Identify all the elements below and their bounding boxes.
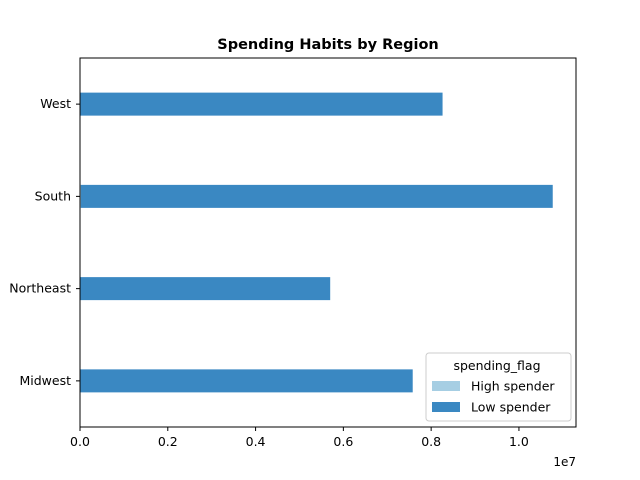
x-tick-label: 0.8	[421, 434, 441, 449]
y-tick-label: West	[40, 96, 71, 111]
bar-west-low-spender	[80, 92, 443, 116]
bars-layer	[80, 92, 553, 393]
x-tick-label: 0.4	[246, 434, 266, 449]
y-tick-label: Northeast	[9, 281, 71, 296]
x-axis: 0.0 0.2 0.4 0.6 0.8 1.0	[70, 427, 529, 449]
legend: spending_flag High spender Low spender	[425, 352, 572, 422]
legend-title: spending_flag	[453, 358, 540, 373]
x-axis-scale-label: 1e7	[553, 455, 576, 469]
legend-swatch-low-spender	[432, 402, 460, 412]
y-tick-label: South	[35, 188, 71, 203]
legend-swatch-high-spender	[432, 381, 460, 391]
x-tick-label: 0.2	[158, 434, 178, 449]
y-axis: Midwest Northeast South West	[9, 96, 80, 388]
x-tick-label: 1.0	[509, 434, 529, 449]
bar-midwest-low-spender	[80, 369, 413, 393]
axes-frame	[79, 57, 577, 428]
legend-box	[425, 352, 572, 422]
chart-title: Spending Habits by Region	[217, 37, 438, 53]
legend-label-high-spender: High spender	[471, 379, 555, 394]
x-tick-label: 0.0	[70, 434, 90, 449]
bar-south-low-spender	[80, 184, 553, 208]
legend-label-low-spender: Low spender	[471, 400, 551, 415]
x-tick-label: 0.6	[333, 434, 353, 449]
bar-northeast-low-spender	[80, 277, 331, 301]
y-tick-label: Midwest	[19, 373, 71, 388]
legend-entries: High spender Low spender	[432, 379, 555, 415]
